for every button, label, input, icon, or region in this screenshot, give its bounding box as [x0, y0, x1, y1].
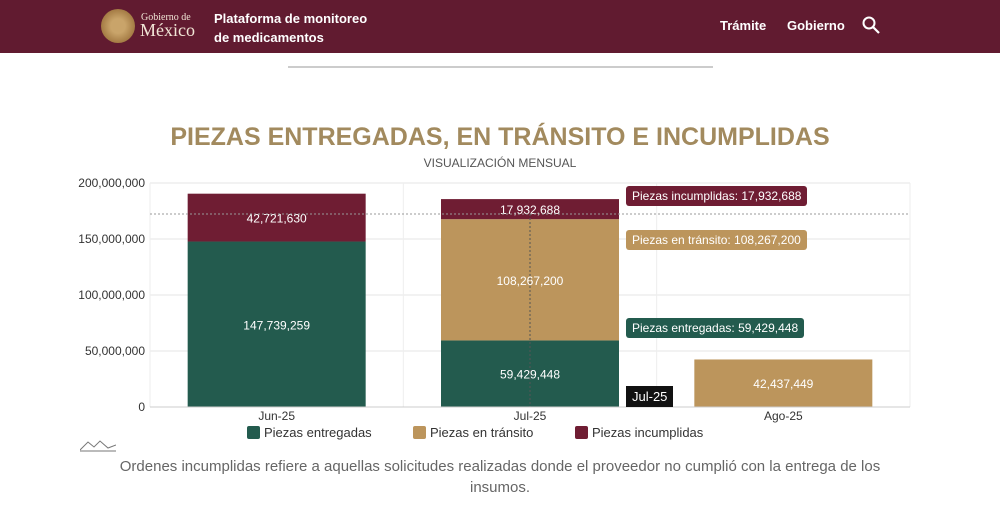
y-tick-label: 100,000,000	[78, 288, 145, 302]
y-tick-label: 50,000,000	[85, 344, 145, 358]
tooltip-category: Jul-25	[626, 386, 674, 407]
legend-label: Piezas en tránsito	[430, 425, 533, 440]
y-tick-label: 150,000,000	[78, 232, 145, 246]
nav-link-gobierno[interactable]: Gobierno	[787, 18, 845, 33]
bar-data-label: 42,437,449	[753, 377, 813, 391]
y-tick-label: 0	[138, 400, 145, 414]
footnote: Ordenes incumplidas refiere a aquellas s…	[119, 458, 881, 496]
chart-zoom-icon[interactable]	[80, 438, 116, 452]
legend-swatch	[413, 426, 426, 439]
bar-segment	[187, 241, 366, 407]
legend-swatch	[247, 426, 260, 439]
bar-data-label: 108,267,200	[497, 274, 564, 288]
bar-data-label: 147,739,259	[243, 318, 310, 332]
logo-text-top: Gobierno de	[141, 12, 191, 23]
bar-data-label: 42,721,630	[247, 212, 307, 226]
top-navbar: Gobierno de México Plataforma de monitor…	[0, 0, 1000, 53]
y-tick-label: 200,000,000	[78, 176, 145, 190]
platform-title-line1: Plataforma de monitoreo	[214, 11, 368, 26]
legend-label: Piezas entregadas	[264, 425, 372, 440]
platform-title-line2: de medicamentos	[214, 30, 324, 45]
tooltip-incumplidas: Piezas incumplidas: 17,932,688	[626, 186, 808, 206]
tooltip-entregadas: Piezas entregadas: 59,429,448	[626, 318, 805, 338]
tooltip-transito: Piezas en tránsito: 108,267,200	[626, 230, 807, 250]
x-tick-label: Jun-25	[258, 409, 295, 423]
search-icon[interactable]	[862, 16, 880, 34]
stacked-bar-chart: 0 50,000,000 100,000,000 150,000,000 200,000…	[78, 176, 911, 440]
logo-text-bottom: México	[140, 20, 195, 40]
bar-segment	[187, 193, 366, 242]
legend-swatch	[575, 426, 588, 439]
coat-of-arms-logo[interactable]	[101, 9, 135, 43]
x-tick-label: Jul-25	[514, 409, 547, 423]
chart-subtitle: VISUALIZACIÓN MENSUAL	[423, 156, 577, 170]
x-tick-label: Ago-25	[764, 409, 803, 423]
platform-title[interactable]: Plataforma de monitoreo de medicamentos	[214, 9, 367, 47]
legend-label: Piezas incumplidas	[592, 425, 704, 440]
chart-title: PIEZAS ENTREGADAS, EN TRÁNSITO E INCUMPL…	[170, 123, 830, 151]
nav-link-tramite[interactable]: Trámite	[720, 18, 767, 33]
divider	[288, 66, 713, 68]
bar-segment	[694, 359, 873, 407]
